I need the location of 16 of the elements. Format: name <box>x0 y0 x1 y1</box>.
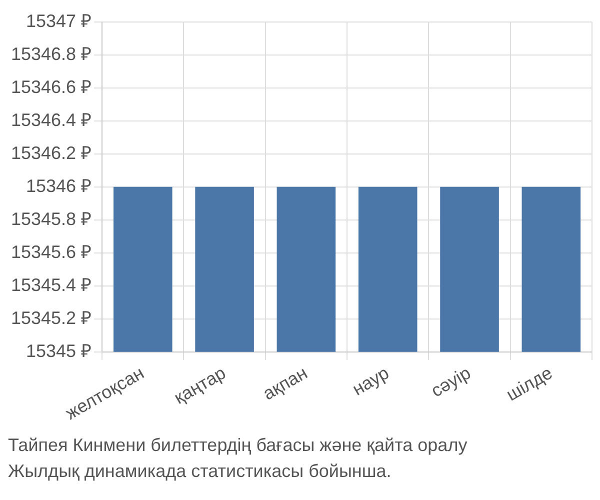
y-tick-label: 15345.6 ₽ <box>10 242 92 262</box>
y-tick-label: 15346.8 ₽ <box>10 44 92 64</box>
x-tick-label: ақпан <box>259 362 311 404</box>
y-tick-label: 15347 ₽ <box>26 10 92 31</box>
y-tick-label: 15346.4 ₽ <box>10 110 92 130</box>
y-tick-label: 15346.2 ₽ <box>10 142 92 163</box>
text: Тайпея Кинмени билеттердің бағасы және қайта оралу <box>8 434 468 457</box>
y-tick-label: 15346 ₽ <box>26 176 92 196</box>
y-tick-label: 15345.4 ₽ <box>10 274 92 295</box>
y-tick-label: 15346.6 ₽ <box>10 76 92 97</box>
y-tick-label: 15345 ₽ <box>26 340 92 361</box>
y-tick-label: 15345.8 ₽ <box>10 208 92 229</box>
y-tick-label: 15345.2 ₽ <box>10 308 92 328</box>
x-tick-label: наур <box>348 362 392 400</box>
text: Жылдық динамикада статистикасы бойынша. <box>8 460 392 483</box>
x-tick-label: сәуір <box>428 362 474 402</box>
